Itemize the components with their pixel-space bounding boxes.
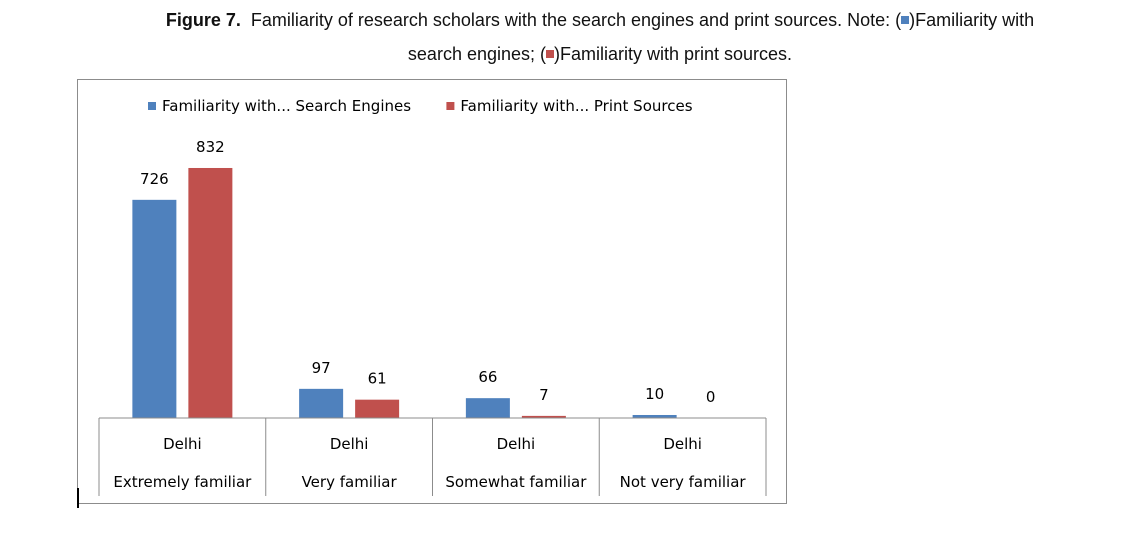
text-cursor-mark: [77, 488, 79, 508]
data-label-s1-c1: 726: [140, 170, 169, 188]
legend-label-1: Familiarity with... Search Engines: [162, 97, 411, 115]
data-label-s1-c3: 66: [478, 368, 497, 386]
chart-frame: [77, 79, 787, 504]
x-tick-label-4: Not very familiar: [620, 473, 747, 491]
caption-swatch-blue: [901, 16, 910, 24]
bar-s1-c1: [132, 199, 177, 418]
data-label-s2-c3: 7: [539, 386, 549, 404]
caption-text-2: )Familiarity with: [909, 10, 1035, 30]
bar-s1-c3: [465, 398, 510, 418]
data-label-s2-c2: 61: [368, 370, 387, 388]
x-tick-group-3: Delhi: [497, 435, 536, 453]
data-label-s2-c1: 832: [196, 138, 225, 156]
bar-s2-c3: [521, 415, 566, 418]
figure-caption: Figure 7. Familiarity of research schola…: [60, 3, 1140, 71]
caption-text-3: search engines; (: [407, 44, 546, 64]
bar-s2-c1: [188, 167, 233, 418]
x-tick-label-3: Somewhat familiar: [445, 473, 587, 491]
data-label-s1-c4: 10: [645, 385, 664, 403]
data-label-s1-c2: 97: [312, 359, 331, 377]
legend-label-2: Familiarity with... Print Sources: [460, 97, 692, 115]
x-tick-label-1: Extremely familiar: [113, 473, 252, 491]
legend-swatch-1: [148, 102, 156, 110]
x-tick-group-2: Delhi: [330, 435, 369, 453]
x-tick-group-1: Delhi: [163, 435, 202, 453]
caption-text-1: Familiarity of research scholars with th…: [250, 10, 902, 30]
legend-swatch-2: [446, 102, 455, 110]
x-tick-label-2: Very familiar: [302, 473, 398, 491]
caption-swatch-red: [546, 50, 554, 58]
bar-s1-c2: [299, 388, 344, 418]
figure-label: Figure 7.: [165, 10, 241, 30]
x-tick-group-4: Delhi: [663, 435, 702, 453]
data-label-s2-c4: 0: [706, 388, 716, 406]
bar-s2-c2: [355, 399, 400, 418]
caption-text-4: )Familiarity with print sources.: [554, 44, 793, 64]
bar-s1-c4: [632, 414, 677, 418]
